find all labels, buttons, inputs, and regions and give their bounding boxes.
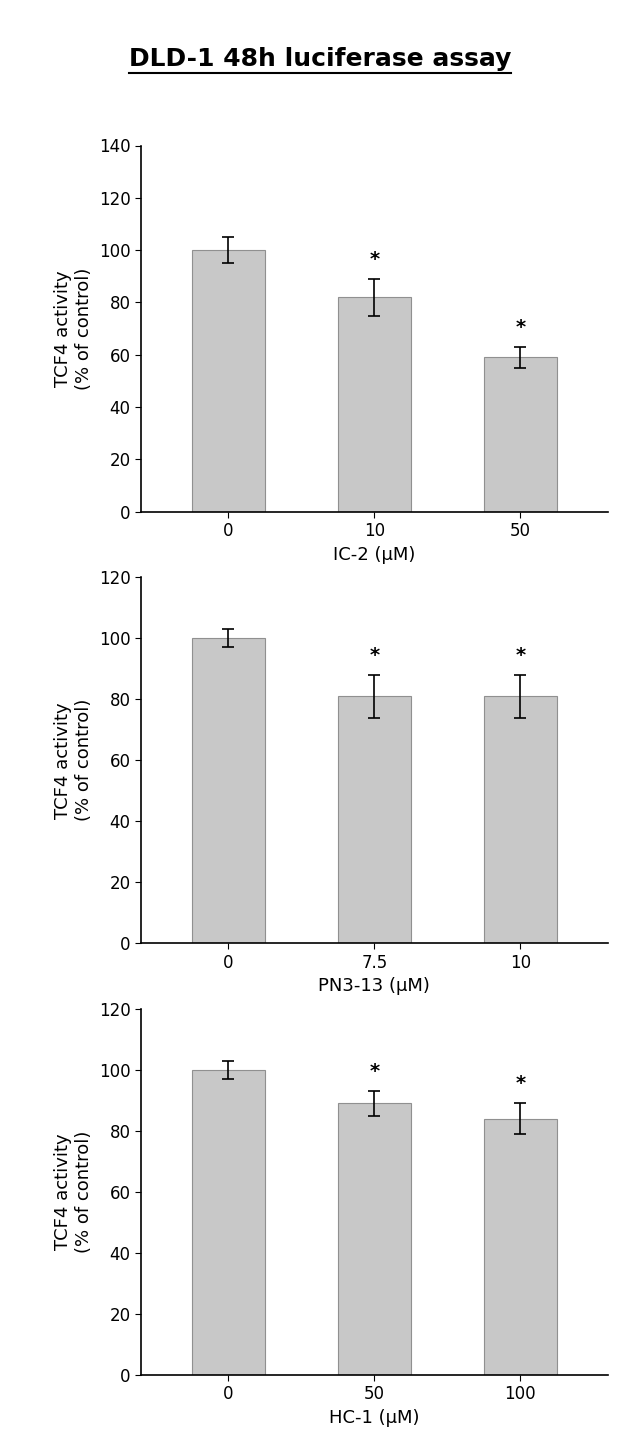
Text: *: * xyxy=(515,1074,525,1093)
Text: *: * xyxy=(369,250,380,269)
Y-axis label: TCF4 activity
(% of control): TCF4 activity (% of control) xyxy=(54,1131,93,1253)
Bar xyxy=(192,639,265,943)
Text: *: * xyxy=(369,646,380,665)
Bar xyxy=(338,297,411,512)
Text: *: * xyxy=(515,646,525,665)
Bar xyxy=(192,250,265,512)
Text: DLD-1 48h luciferase assay: DLD-1 48h luciferase assay xyxy=(129,47,511,70)
Bar xyxy=(338,1103,411,1375)
X-axis label: PN3-13 (μM): PN3-13 (μM) xyxy=(319,978,430,995)
Bar xyxy=(192,1069,265,1375)
X-axis label: HC-1 (μM): HC-1 (μM) xyxy=(329,1408,420,1427)
Bar xyxy=(338,695,411,943)
Bar xyxy=(484,1119,557,1375)
Bar xyxy=(484,695,557,943)
X-axis label: IC-2 (μM): IC-2 (μM) xyxy=(333,546,415,563)
Text: *: * xyxy=(369,1062,380,1081)
Y-axis label: TCF4 activity
(% of control): TCF4 activity (% of control) xyxy=(54,268,93,390)
Y-axis label: TCF4 activity
(% of control): TCF4 activity (% of control) xyxy=(54,698,93,822)
Text: *: * xyxy=(515,317,525,336)
Bar xyxy=(484,358,557,512)
